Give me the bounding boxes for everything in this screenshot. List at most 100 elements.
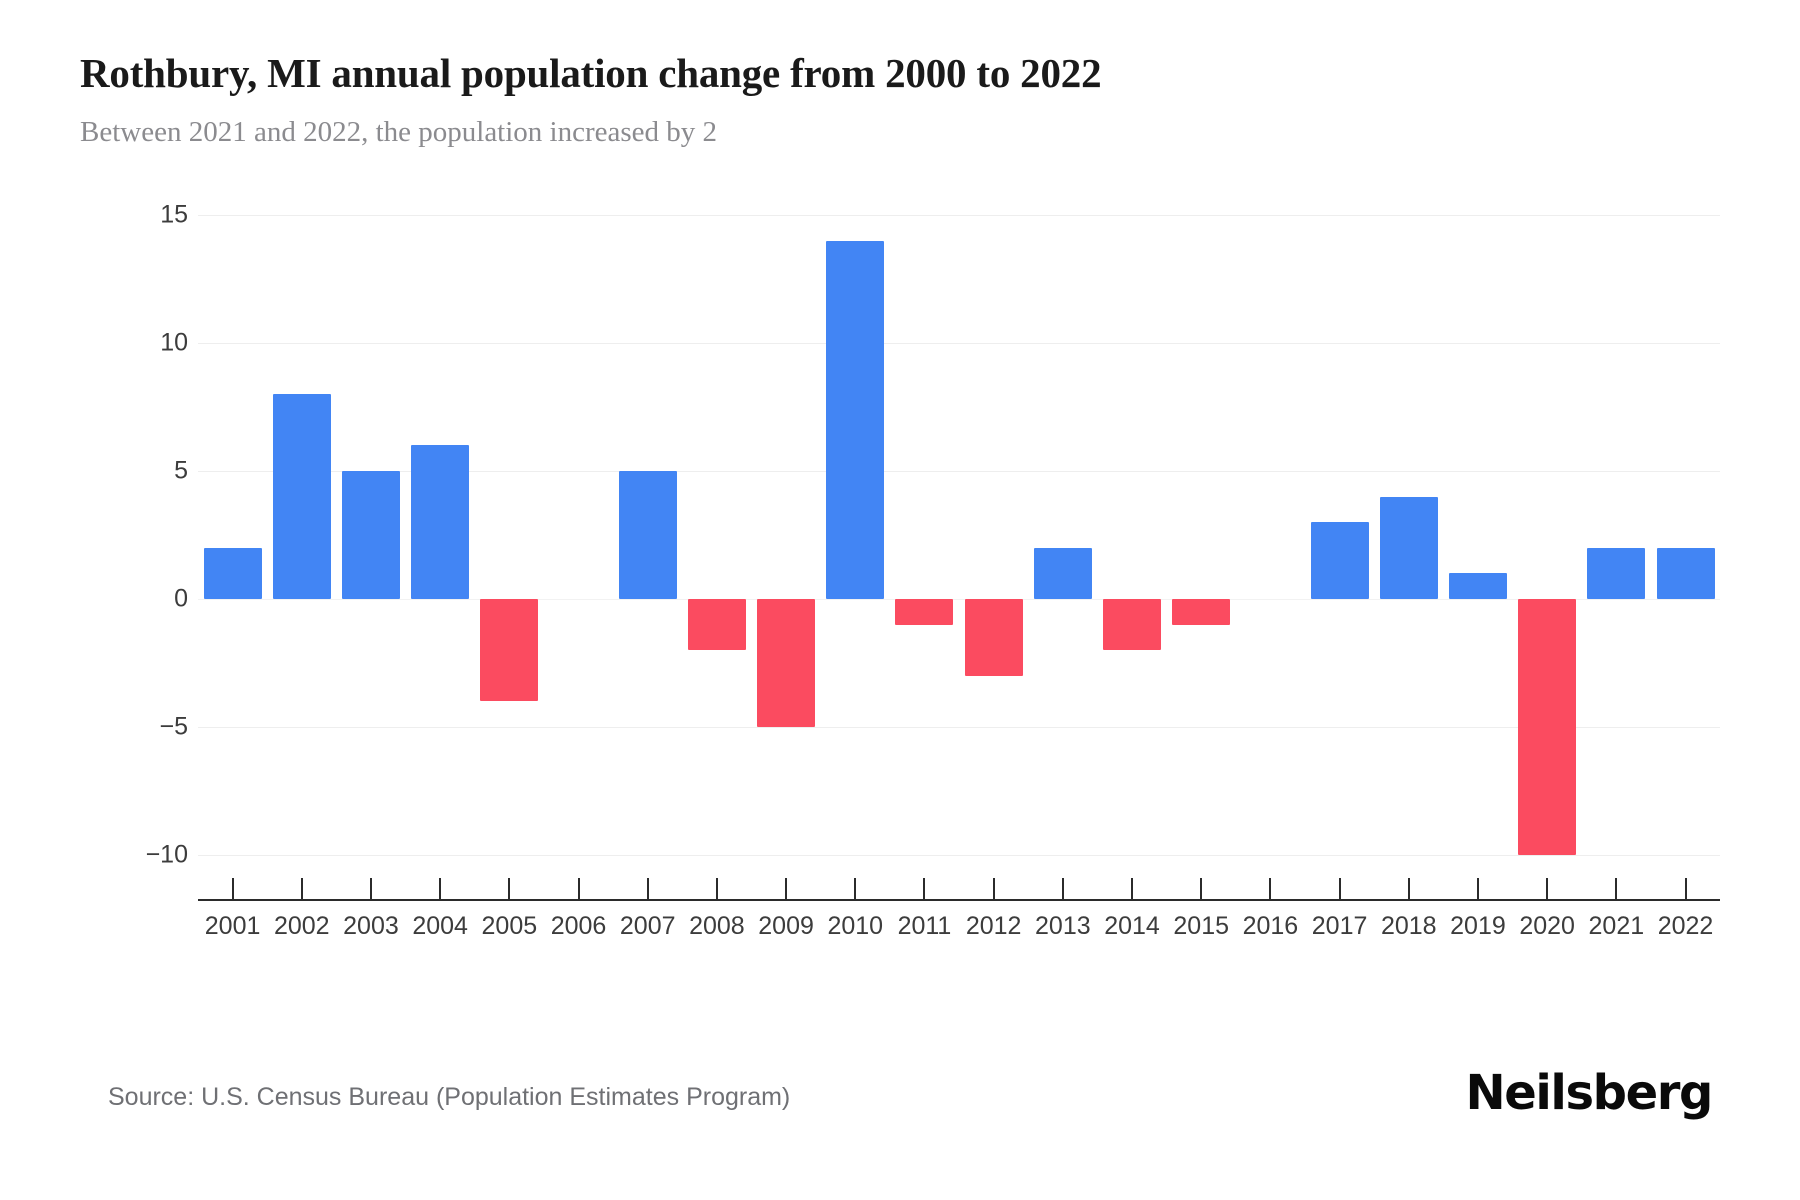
y-axis-tick-label: −5 (159, 712, 188, 741)
x-axis-label-2019: 2019 (1450, 912, 1506, 940)
bar-2013[interactable] (1033, 547, 1092, 599)
x-axis-label-slot: 2017 (1305, 912, 1374, 941)
chart-plot-area: 15 10 5 0 −5 −10 (80, 201, 1720, 895)
bar-2011[interactable] (895, 599, 954, 625)
bar-2015[interactable] (1172, 599, 1231, 625)
y-axis-tick-label: 10 (160, 328, 188, 357)
bar-2003[interactable] (341, 471, 400, 599)
chart-title: Rothbury, MI annual population change fr… (80, 50, 1102, 96)
bar-slot (1236, 215, 1305, 855)
bar-slot (406, 215, 475, 855)
y-axis-tick-label: −10 (145, 840, 188, 869)
chart-subtitle: Between 2021 and 2022, the population in… (80, 116, 718, 149)
x-axis-label-slot: 2004 (406, 912, 475, 941)
x-axis-tick-slot (544, 878, 613, 900)
x-axis-label-slot: 2009 (752, 912, 821, 941)
x-axis-label-2016: 2016 (1242, 912, 1299, 940)
bar-2020[interactable] (1518, 599, 1577, 855)
bar-2022[interactable] (1656, 547, 1715, 599)
x-axis-tick-mark (369, 878, 372, 900)
x-axis-label-slot: 2007 (613, 912, 682, 941)
bar-2018[interactable] (1379, 496, 1438, 599)
bar-2009[interactable] (757, 599, 816, 727)
grid-line (198, 343, 1720, 344)
bar-2005[interactable] (480, 599, 539, 702)
x-axis-label-2003: 2003 (343, 912, 399, 940)
chart-header: Rothbury, MI annual population change fr… (80, 48, 1680, 152)
bar-slot (475, 215, 544, 855)
x-axis-label-slot: 2003 (336, 912, 405, 941)
x-axis-tick-slot (1582, 878, 1651, 900)
grid-line (198, 855, 1720, 856)
x-axis-label-2022: 2022 (1657, 912, 1714, 940)
x-axis-label-slot: 2022 (1651, 912, 1720, 941)
x-axis-label-slot: 2021 (1582, 912, 1651, 941)
x-axis-label-2014: 2014 (1104, 912, 1160, 940)
bar-2021[interactable] (1587, 547, 1646, 599)
bar-2002[interactable] (272, 394, 331, 599)
x-axis-ticks (198, 878, 1720, 900)
bar-2004[interactable] (411, 445, 470, 599)
x-axis-tick-slot (1443, 878, 1512, 900)
x-axis-tick-mark (1684, 878, 1687, 900)
brand-logo: Neilsberg (1465, 1065, 1713, 1121)
x-axis-label-2008: 2008 (689, 912, 745, 940)
x-axis-label-slot: 2019 (1443, 912, 1512, 941)
x-axis-tick-mark (1269, 878, 1272, 900)
x-axis-tick-slot (682, 878, 751, 900)
bar-slot (613, 215, 682, 855)
x-axis-tick-mark (715, 878, 718, 900)
x-axis-tick-slot (613, 878, 682, 900)
x-axis-label-slot: 2018 (1374, 912, 1443, 941)
bar-slot (198, 215, 267, 855)
bar-slot (1651, 215, 1720, 855)
bar-slot (1513, 215, 1582, 855)
x-axis-tick-mark (1546, 878, 1549, 900)
x-axis-tick-slot (475, 878, 544, 900)
x-axis-tick-slot (1097, 878, 1166, 900)
x-axis-tick-slot (821, 878, 890, 900)
bar-slot (959, 215, 1028, 855)
source-note: Source: U.S. Census Bureau (Population E… (108, 1083, 791, 1111)
bar-2012[interactable] (964, 599, 1023, 676)
x-axis-label-2017: 2017 (1311, 912, 1368, 940)
x-axis-label-2004: 2004 (412, 912, 468, 940)
bar-2019[interactable] (1448, 573, 1507, 599)
bar-slot (1097, 215, 1166, 855)
x-axis-tick-slot (1513, 878, 1582, 900)
x-axis-label-slot: 2013 (1028, 912, 1097, 941)
x-axis-tick-mark (1338, 878, 1341, 900)
x-axis-tick-mark (1615, 878, 1618, 900)
bar-slot (1443, 215, 1512, 855)
x-axis-label-2010: 2010 (827, 912, 884, 940)
bar-slot (1028, 215, 1097, 855)
x-axis-label-slot: 2011 (890, 912, 959, 941)
x-axis-label-slot: 2016 (1236, 912, 1305, 941)
x-axis-label-slot: 2002 (267, 912, 336, 941)
bar-slot (336, 215, 405, 855)
x-axis-tick-mark (231, 878, 234, 900)
x-axis-label-slot: 2001 (198, 912, 267, 941)
x-axis-label-slot: 2014 (1097, 912, 1166, 941)
bar-2007[interactable] (618, 471, 677, 599)
bar-2017[interactable] (1310, 522, 1369, 599)
y-axis: 15 10 5 0 −5 −10 (80, 201, 188, 869)
x-axis-label-slot: 2010 (821, 912, 890, 941)
bar-2010[interactable] (826, 240, 885, 599)
bar-slot (544, 215, 613, 855)
x-axis-label-2006: 2006 (550, 912, 607, 940)
x-axis-tick-slot (1305, 878, 1374, 900)
bar-2008[interactable] (687, 599, 746, 651)
x-axis-label-slot: 2008 (682, 912, 751, 941)
x-axis-label-2011: 2011 (897, 912, 952, 940)
bar-slot (1374, 215, 1443, 855)
x-axis-tick-mark (508, 878, 511, 900)
bar-slot (1582, 215, 1651, 855)
y-axis-tick-label: 5 (174, 456, 188, 485)
bar-2014[interactable] (1103, 599, 1162, 651)
x-axis-tick-mark (923, 878, 926, 900)
x-axis-tick-slot (336, 878, 405, 900)
bar-slot (267, 215, 336, 855)
x-axis-tick-slot (752, 878, 821, 900)
bar-2001[interactable] (203, 547, 262, 599)
